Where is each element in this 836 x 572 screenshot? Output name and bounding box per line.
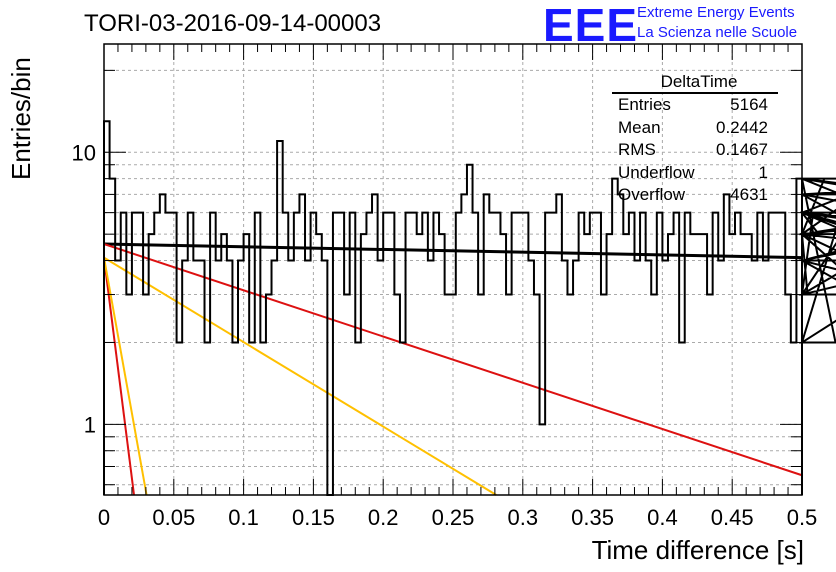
x-tick-label: 0.1	[228, 505, 259, 530]
fit-curve-red	[103, 243, 803, 477]
y-axis-label: Entries/bin	[6, 57, 36, 180]
stats-title: DeltaTime	[660, 72, 738, 91]
x-tick-label: 0.2	[368, 505, 399, 530]
x-tick-label: 0.35	[571, 505, 614, 530]
x-tick-label: 0.25	[432, 505, 475, 530]
tick-labels: 0 0.05 0.1 0.15 0.2 0.25 0.3 0.35 0.4 0.45 0.5 1 10	[72, 140, 818, 530]
y-tick-label: 10	[72, 140, 96, 165]
stats-label: Overflow	[618, 185, 686, 204]
stats-row-entries: Entries 5164	[612, 94, 778, 117]
stats-title-underline	[612, 92, 778, 94]
stats-value: 5164	[730, 95, 768, 114]
stats-box: DeltaTime Entries 5164 Mean 0.2442 RMS 0.14…	[612, 72, 778, 207]
axes	[103, 43, 803, 496]
stats-label: Mean	[618, 117, 661, 137]
stats-row-overflow: Overflow 4631	[612, 184, 778, 207]
plot-frame	[103, 43, 803, 496]
stats-label: RMS	[618, 140, 656, 159]
stats-rows: Entries 5164 Mean 0.2442 RMS 0.1467 Underfl…	[612, 94, 778, 207]
x-tick-label: 0.4	[647, 505, 678, 530]
logo-line-1: Extreme Energy Events	[637, 4, 795, 21]
chart-title: TORI-03-2016-09-14-00003	[84, 10, 382, 37]
x-tick-label: 0.3	[508, 505, 539, 530]
histogram-bins	[103, 120, 836, 496]
y-tick-label: 1	[84, 412, 96, 437]
stats-label: Entries	[618, 95, 671, 114]
stats-row-rms: RMS 0.1467	[612, 139, 778, 162]
fit-curve-yellow	[103, 256, 497, 496]
stats-value: 1	[758, 162, 768, 182]
stats-row-mean: Mean 0.2442	[612, 117, 778, 140]
stats-value: 0.1467	[716, 140, 768, 159]
logo-line-2: La Scienza nelle Scuole	[637, 24, 798, 41]
fit-curve-red	[103, 257, 136, 496]
x-tick-label: 0.5	[787, 505, 818, 530]
x-tick-label: 0.05	[152, 505, 195, 530]
stats-value: 4631	[730, 185, 768, 204]
x-tick-label: 0.45	[711, 505, 754, 530]
stats-value: 0.2442	[716, 117, 768, 137]
eee-logo: EEE	[543, 0, 639, 51]
stats-label: Underflow	[618, 162, 695, 182]
histogram-outline	[103, 120, 836, 496]
x-axis-label: Time difference [s]	[591, 535, 804, 565]
fit-curve-yellow	[103, 257, 148, 496]
x-tick-label: 0.15	[292, 505, 335, 530]
x-tick-label: 0	[98, 505, 110, 530]
stats-row-underflow: Underflow 1	[612, 162, 778, 185]
